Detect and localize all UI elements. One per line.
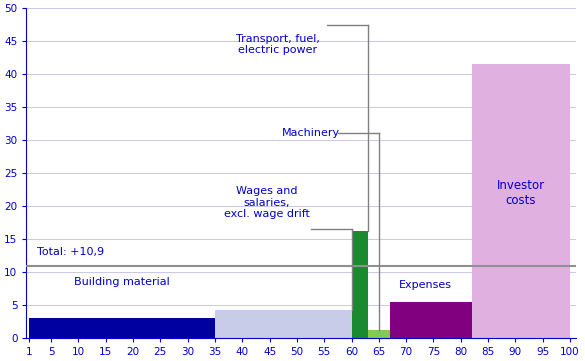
Text: Machinery: Machinery xyxy=(281,129,340,138)
Bar xyxy=(352,231,368,338)
Text: Investor
costs: Investor costs xyxy=(497,179,545,207)
Text: Transport, fuel,
electric power: Transport, fuel, electric power xyxy=(236,34,320,55)
Bar xyxy=(472,64,570,338)
Bar xyxy=(29,318,215,338)
Bar xyxy=(215,310,352,338)
Text: Wages and
salaries,
excl. wage drift: Wages and salaries, excl. wage drift xyxy=(224,186,310,219)
Bar xyxy=(368,330,390,338)
Text: Building material: Building material xyxy=(74,277,170,287)
Text: Total: +10,9: Total: +10,9 xyxy=(37,247,105,257)
Bar xyxy=(390,301,472,338)
Text: Expenses: Expenses xyxy=(399,280,452,290)
